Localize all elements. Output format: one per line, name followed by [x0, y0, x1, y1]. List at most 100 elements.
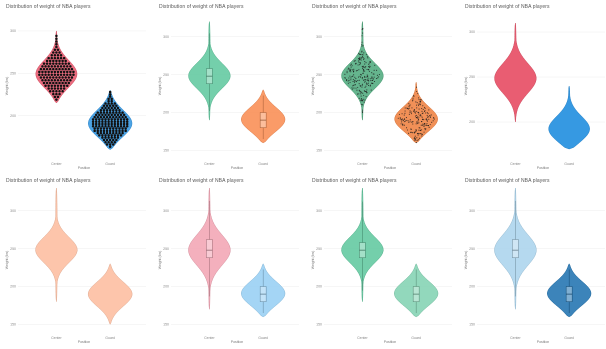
- data-point: [417, 123, 419, 125]
- data-point: [362, 32, 364, 34]
- data-point: [346, 79, 348, 81]
- data-point: [107, 122, 110, 126]
- data-point: [349, 75, 351, 77]
- data-point: [359, 56, 361, 58]
- x-axis-label: Position: [384, 340, 397, 344]
- data-point: [368, 63, 370, 66]
- data-point: [116, 125, 120, 128]
- data-point: [108, 115, 112, 119]
- x-tick-label: Guard: [564, 336, 574, 340]
- data-point: [350, 79, 352, 81]
- data-point: [424, 107, 426, 109]
- chart-title: Distribution of weight of NBA players: [159, 4, 244, 10]
- data-point: [353, 87, 355, 89]
- data-point: [115, 131, 118, 135]
- data-point: [409, 111, 411, 113]
- data-point: [112, 104, 115, 107]
- x-axis-label: Position: [78, 340, 91, 344]
- data-point: [413, 109, 415, 111]
- data-point: [402, 120, 404, 122]
- data-point: [105, 115, 109, 119]
- data-point: [45, 67, 49, 71]
- data-point: [368, 69, 370, 71]
- x-tick-label: Center: [204, 162, 215, 166]
- data-point: [53, 48, 57, 52]
- data-point: [105, 104, 109, 107]
- data-point: [361, 45, 363, 47]
- data-point: [91, 122, 95, 126]
- data-point: [364, 99, 366, 101]
- data-point: [38, 70, 41, 74]
- data-point: [55, 51, 58, 54]
- chart-title: Distribution of weight of NBA players: [312, 178, 397, 184]
- data-point: [118, 109, 121, 112]
- x-axis-label: Position: [231, 340, 244, 344]
- data-point: [368, 62, 370, 64]
- data-point: [364, 61, 366, 63]
- data-point: [414, 139, 416, 141]
- x-tick-label: Guard: [411, 336, 421, 340]
- data-point: [101, 118, 104, 121]
- data-point: [402, 123, 404, 125]
- data-point: [361, 41, 363, 43]
- data-point: [351, 65, 353, 67]
- data-point: [122, 125, 126, 128]
- data-point: [404, 107, 406, 109]
- data-point: [101, 136, 104, 139]
- data-point: [363, 59, 365, 61]
- data-point: [418, 122, 420, 124]
- data-point: [412, 99, 414, 101]
- data-point: [115, 109, 118, 112]
- data-point: [107, 134, 110, 137]
- data-point: [424, 129, 426, 131]
- x-axis-label: Position: [231, 166, 244, 170]
- y-tick-label: 250: [469, 247, 475, 251]
- violin-shape: [241, 89, 286, 144]
- data-point: [69, 73, 72, 76]
- data-point: [105, 127, 109, 130]
- data-point: [110, 106, 113, 110]
- data-point: [59, 78, 63, 82]
- violin-shape: [548, 85, 590, 150]
- data-point: [69, 65, 72, 68]
- data-point: [108, 131, 112, 135]
- data-point: [99, 109, 103, 112]
- data-point: [93, 115, 96, 119]
- data-point: [412, 97, 414, 99]
- data-point: [108, 129, 112, 133]
- data-point: [417, 105, 420, 107]
- data-point: [365, 90, 367, 93]
- data-point: [353, 74, 355, 76]
- data-point: [359, 62, 361, 64]
- data-point: [108, 138, 112, 142]
- data-point: [420, 133, 422, 135]
- data-point: [419, 102, 421, 104]
- data-point: [107, 140, 110, 144]
- data-point: [418, 99, 420, 101]
- data-point: [122, 113, 126, 117]
- data-point: [415, 131, 417, 133]
- data-point: [408, 132, 410, 134]
- x-axis-label: Position: [537, 340, 550, 344]
- data-point: [361, 84, 363, 86]
- data-point: [349, 64, 351, 66]
- data-point: [53, 70, 57, 74]
- data-point: [55, 76, 58, 79]
- data-point: [64, 62, 67, 65]
- data-point: [365, 82, 367, 84]
- data-point: [53, 73, 57, 76]
- data-point: [416, 137, 418, 139]
- violin-plot-svg: 150 200 250 300 Weight (lbs) Position Center Gu…: [311, 187, 452, 344]
- data-point: [45, 62, 49, 65]
- data-point: [356, 93, 359, 95]
- data-point: [48, 76, 52, 79]
- data-point: [410, 113, 412, 115]
- y-tick-label: 250: [316, 247, 322, 251]
- data-point: [425, 128, 427, 130]
- data-point: [428, 126, 430, 128]
- data-point: [433, 117, 435, 119]
- data-point: [371, 72, 373, 74]
- data-point: [61, 90, 64, 93]
- data-point: [429, 116, 431, 118]
- data-point: [122, 118, 126, 121]
